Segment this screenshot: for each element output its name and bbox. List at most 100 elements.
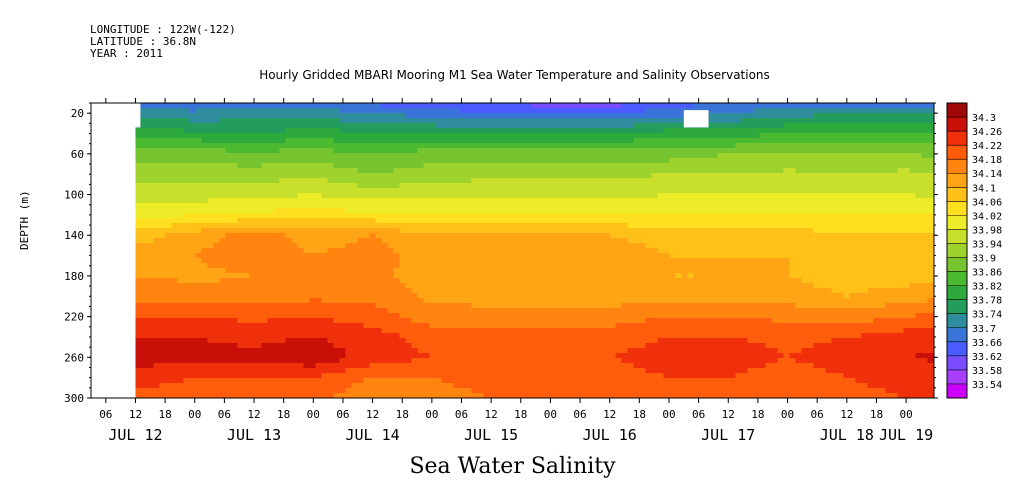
heatmap-cell (435, 253, 442, 259)
heatmap-cell (417, 328, 424, 334)
heatmap-cell (591, 223, 598, 229)
heatmap-cell (273, 308, 280, 314)
heatmap-cell (195, 283, 202, 289)
heatmap-cell (561, 293, 568, 299)
heatmap-cell (567, 153, 574, 159)
heatmap-cell (231, 188, 238, 194)
heatmap-cell (345, 183, 352, 189)
heatmap-cell (627, 263, 634, 269)
heatmap-cell (261, 163, 268, 169)
heatmap-cell (369, 373, 376, 379)
heatmap-cell (327, 153, 334, 159)
heatmap-cell (351, 138, 358, 144)
heatmap-cell (315, 153, 322, 159)
heatmap-cell (465, 338, 472, 344)
heatmap-cell (213, 128, 220, 134)
heatmap-cell (507, 368, 514, 374)
heatmap-cell (315, 208, 322, 214)
heatmap-cell (225, 258, 232, 264)
heatmap-cell (627, 298, 634, 304)
heatmap-cell (345, 298, 352, 304)
heatmap-cell (585, 313, 592, 319)
heatmap-cell (417, 323, 424, 329)
heatmap-cell (591, 388, 598, 394)
heatmap-cell (633, 228, 640, 234)
heatmap-cell (579, 378, 586, 384)
heatmap-cell (597, 343, 604, 349)
heatmap-cell (273, 298, 280, 304)
heatmap-cell (627, 203, 634, 209)
heatmap-cell (507, 178, 514, 184)
heatmap-cell (213, 383, 220, 389)
heatmap-cell (543, 113, 550, 119)
heatmap-cell (297, 378, 304, 384)
heatmap-cell (549, 178, 556, 184)
heatmap-cell (219, 333, 226, 339)
heatmap-cell (471, 218, 478, 224)
heatmap-cell (225, 123, 232, 129)
heatmap-cell (357, 253, 364, 259)
heatmap-cell (255, 103, 262, 109)
heatmap-cell (633, 203, 640, 209)
heatmap-cell (303, 113, 310, 119)
heatmap-cell (303, 203, 310, 209)
heatmap-cell (513, 163, 520, 169)
heatmap-cell (279, 353, 286, 359)
heatmap-cell (501, 248, 508, 254)
heatmap-cell (147, 273, 154, 279)
heatmap-cell (519, 118, 526, 124)
heatmap-cell (603, 393, 610, 399)
heatmap-cell (411, 228, 418, 234)
heatmap-cell (159, 103, 166, 109)
heatmap-cell (501, 328, 508, 334)
heatmap-cell (165, 188, 172, 194)
heatmap-cell (213, 373, 220, 379)
heatmap-cell (429, 323, 436, 329)
heatmap-cell (459, 258, 466, 264)
heatmap-cell (615, 183, 622, 189)
heatmap-cell (513, 148, 520, 154)
heatmap-cell (513, 233, 520, 239)
heatmap-cell (477, 283, 484, 289)
heatmap-cell (501, 173, 508, 179)
heatmap-cell (189, 173, 196, 179)
heatmap-cell (381, 378, 388, 384)
heatmap-cell (423, 313, 430, 319)
heatmap-cell (279, 303, 286, 309)
heatmap-cell (591, 103, 598, 109)
heatmap-cell (165, 178, 172, 184)
heatmap-cell (357, 188, 364, 194)
heatmap-cell (633, 158, 640, 164)
heatmap-cell (603, 203, 610, 209)
heatmap-cell (189, 168, 196, 174)
heatmap-cell (549, 348, 556, 354)
heatmap-cell (183, 188, 190, 194)
heatmap-cell (609, 323, 616, 329)
heatmap-cell (255, 238, 262, 244)
heatmap-cell (453, 288, 460, 294)
heatmap-cell (369, 173, 376, 179)
heatmap-cell (369, 213, 376, 219)
heatmap-cell (477, 268, 484, 274)
heatmap-cell (387, 343, 394, 349)
heatmap-cell (465, 158, 472, 164)
heatmap-cell (153, 258, 160, 264)
heatmap-cell (609, 148, 616, 154)
heatmap-cell (219, 348, 226, 354)
heatmap-cell (543, 268, 550, 274)
heatmap-cell (315, 333, 322, 339)
heatmap-cell (525, 393, 532, 399)
heatmap-cell (405, 363, 412, 369)
heatmap-cell (579, 193, 586, 199)
heatmap-cell (477, 333, 484, 339)
heatmap-cell (285, 298, 292, 304)
heatmap-cell (387, 213, 394, 219)
heatmap-cell (441, 273, 448, 279)
heatmap-cell (159, 363, 166, 369)
heatmap-cell (633, 188, 640, 194)
heatmap-cell (231, 158, 238, 164)
heatmap-cell (447, 318, 454, 324)
heatmap-cell (297, 183, 304, 189)
heatmap-cell (615, 138, 622, 144)
heatmap-cell (501, 348, 508, 354)
